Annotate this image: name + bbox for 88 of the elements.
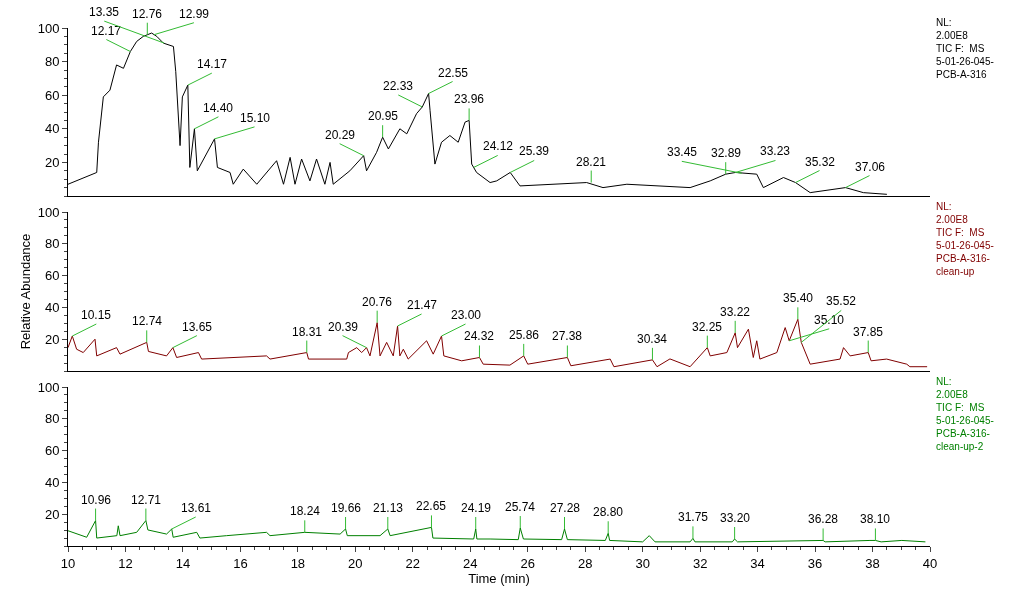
annotation: 33.20 xyxy=(720,511,751,525)
annotation: 23.96 xyxy=(454,92,485,106)
annotation: 36.28 xyxy=(808,512,839,526)
y-tick-label: 60 xyxy=(44,268,60,284)
annotation: 33.23 xyxy=(760,144,791,158)
annotation: 21.13 xyxy=(373,501,404,515)
text: NL: 2.00E8 TIC F: MS 5-01-26-045- PCB-A-316 xyxy=(936,17,994,80)
annotation: 13.65 xyxy=(182,320,213,334)
annotation: 32.25 xyxy=(692,320,723,334)
annotation: 18.31 xyxy=(292,325,323,339)
x-tick-label: 28 xyxy=(577,555,593,571)
annotation: 32.89 xyxy=(711,146,742,160)
annotation: 19.66 xyxy=(331,501,362,515)
x-tick-label: 10 xyxy=(60,555,76,571)
annotation: 35.32 xyxy=(805,155,836,169)
annotation: 38.10 xyxy=(860,512,891,526)
x-axis-title: Time (min) xyxy=(468,570,530,586)
annotation: 12.17 xyxy=(91,24,122,38)
annotation: 25.39 xyxy=(519,144,550,158)
y-tick-label: 60 xyxy=(44,87,60,103)
annotation: 23.00 xyxy=(451,308,482,322)
text: NL: 2.00E8 TIC F: MS 5-01-26-045- PCB-A-316- clean-up-2 xyxy=(936,376,994,452)
y-tick-label: 40 xyxy=(44,474,60,490)
annotation: 28.21 xyxy=(576,155,607,169)
x-tick-label: 22 xyxy=(405,555,421,571)
y-tick-label: 80 xyxy=(44,411,60,427)
y-tick-label: 80 xyxy=(44,236,60,252)
x-tick-label: 32 xyxy=(692,555,708,571)
annotation: 22.55 xyxy=(438,66,469,80)
annotation: 14.40 xyxy=(203,101,234,115)
y-tick-label: 40 xyxy=(44,299,60,315)
text: NL: 2.00E8 TIC F: MS 5-01-26-045- PCB-A-316- clean-up xyxy=(936,201,994,277)
annotation: 15.10 xyxy=(240,111,271,125)
annotation: 20.39 xyxy=(328,320,359,334)
annotation: 20.29 xyxy=(325,128,356,142)
y-tick-label: 40 xyxy=(44,121,60,137)
x-tick-label: 18 xyxy=(290,555,306,571)
y-tick-label: 20 xyxy=(44,331,60,347)
annotation: 28.80 xyxy=(593,505,624,519)
annotation: 31.75 xyxy=(678,510,709,524)
annotation: 37.85 xyxy=(853,325,884,339)
annotation: 37.06 xyxy=(855,160,886,174)
annotation: 12.99 xyxy=(179,7,210,21)
x-tick-label: 12 xyxy=(118,555,133,571)
annotation: 35.40 xyxy=(783,291,814,305)
x-tick-label: 24 xyxy=(463,555,478,571)
y-tick-label: 80 xyxy=(44,54,60,70)
annotation: 12.71 xyxy=(131,493,162,507)
annotation: 27.38 xyxy=(552,329,583,343)
y-tick-label: 20 xyxy=(44,506,60,522)
annotation: 30.34 xyxy=(637,332,668,346)
annotation: 33.45 xyxy=(667,145,698,159)
y-tick-label: 100 xyxy=(37,204,60,220)
annotation: 24.19 xyxy=(461,501,492,515)
annotation: 10.96 xyxy=(81,493,112,507)
annotation: 33.22 xyxy=(720,305,751,319)
x-tick-label: 38 xyxy=(865,555,880,571)
y-tick-label: 100 xyxy=(37,379,60,395)
annotation: 25.74 xyxy=(505,500,536,514)
y-tick-label: 100 xyxy=(37,20,60,36)
x-tick-label: 34 xyxy=(750,555,765,571)
x-tick-label: 20 xyxy=(348,555,363,571)
annotation: 20.76 xyxy=(362,295,393,309)
annotation: 12.76 xyxy=(132,7,163,21)
annotation: 21.47 xyxy=(407,298,438,312)
annotation: 27.28 xyxy=(550,501,581,515)
annotation: 22.33 xyxy=(383,79,414,93)
annotation: 14.17 xyxy=(197,57,228,71)
annotation: 10.15 xyxy=(81,308,112,322)
y-axis-title: Relative Abundance xyxy=(17,233,33,350)
y-tick-label: 60 xyxy=(44,443,60,459)
annotation: 20.95 xyxy=(368,109,399,123)
y-tick-label: 20 xyxy=(44,154,60,170)
x-tick-label: 14 xyxy=(175,555,191,571)
annotation: 24.12 xyxy=(483,139,514,153)
x-tick-label: 40 xyxy=(922,555,938,571)
x-tick-label: 16 xyxy=(233,555,248,571)
annotation: 13.35 xyxy=(89,5,120,19)
annotation: 22.65 xyxy=(416,499,447,513)
annotation: 35.52 xyxy=(826,294,857,308)
x-tick-label: 36 xyxy=(807,555,823,571)
annotation: 24.32 xyxy=(464,329,495,343)
x-tick-label: 30 xyxy=(635,555,650,571)
annotation: 25.86 xyxy=(509,328,540,342)
x-tick-label: 26 xyxy=(520,555,535,571)
annotation: 12.74 xyxy=(132,314,163,328)
annotation: 18.24 xyxy=(290,504,321,518)
annotation: 13.61 xyxy=(181,501,212,515)
